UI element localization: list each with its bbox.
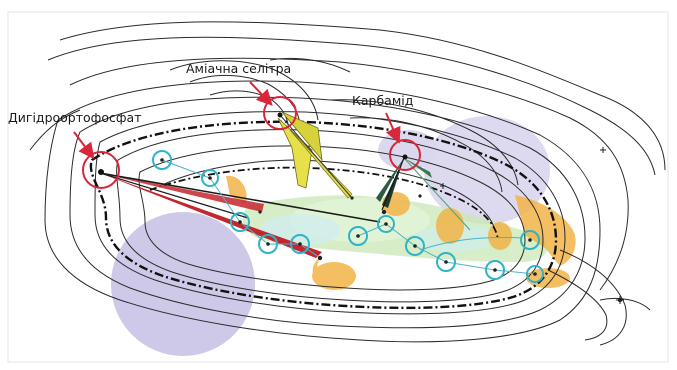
- well-marker: [290, 234, 310, 254]
- callout-arrows: [73, 81, 401, 160]
- well-marker: [201, 169, 219, 187]
- well-marker: [152, 150, 172, 170]
- well-marker: [258, 234, 278, 254]
- red-ray-fan: [99, 172, 381, 258]
- phosphate-arrow: [73, 131, 95, 160]
- phosphate-well-circle: [82, 151, 120, 189]
- urea-well-circle: [389, 139, 421, 171]
- field-outline: [89, 120, 558, 310]
- lavender-zone-large: [111, 212, 255, 356]
- injection-well-dots: [98, 112, 408, 175]
- dark-ray-fan: [376, 157, 471, 231]
- nitrate-label: Аміачна селітра: [186, 61, 291, 76]
- well-marker: [405, 236, 425, 256]
- inner-outline: [149, 166, 499, 241]
- lavender-zone-top: [378, 130, 438, 170]
- phosphate-label: Дигідроортофосфат: [8, 110, 142, 125]
- contour-lines: [29, 21, 666, 346]
- nitrate-well-circle: [263, 96, 297, 130]
- well-marker: [436, 252, 456, 272]
- urea-label: Карбамід: [352, 93, 413, 108]
- monitoring-wells: [152, 150, 544, 283]
- well-marker: [520, 230, 540, 250]
- well-marker: [485, 260, 505, 280]
- well-marker: [526, 265, 544, 283]
- well-dots: [160, 158, 623, 303]
- nitrate-arrow: [249, 81, 273, 106]
- well-marker: [230, 212, 250, 232]
- urea-arrow: [385, 112, 401, 144]
- image-frame: [7, 11, 669, 363]
- grid-markers: [440, 147, 624, 304]
- injection-well-callouts: [82, 96, 421, 189]
- well-marker: [377, 215, 395, 233]
- well-marker: [348, 226, 368, 246]
